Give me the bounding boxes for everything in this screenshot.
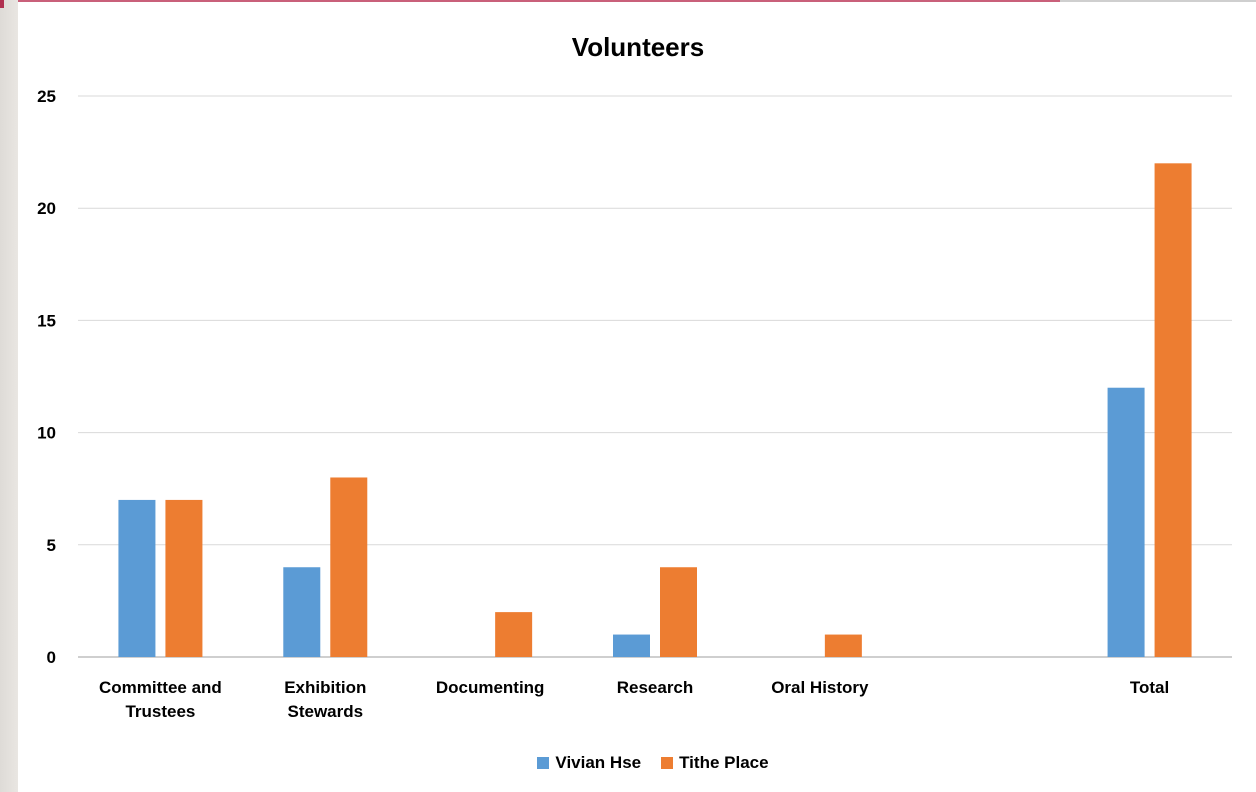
window-accent-mark xyxy=(0,0,4,8)
y-tick-label: 10 xyxy=(37,424,56,443)
x-tick-label: Trustees xyxy=(125,702,195,721)
bar-tithe-place-4 xyxy=(824,634,862,657)
bar-vivian-hse-1 xyxy=(283,567,321,657)
legend-label-vivian-hse: Vivian Hse xyxy=(555,753,642,772)
bar-vivian-hse-6 xyxy=(1107,387,1145,657)
x-tick-label: Research xyxy=(617,678,694,697)
legend-swatch-tithe-place xyxy=(661,757,674,769)
x-tick-label: Stewards xyxy=(287,702,363,721)
chart-title: Volunteers xyxy=(572,32,704,62)
x-tick-label: Exhibition xyxy=(284,678,366,697)
x-tick-label: Documenting xyxy=(436,678,545,697)
legend-item-vivian-hse: Vivian Hse xyxy=(537,753,641,773)
legend-item-tithe-place: Tithe Place xyxy=(661,753,769,773)
bar-vivian-hse-0 xyxy=(118,499,156,657)
bar-vivian-hse-3 xyxy=(613,634,650,657)
bars xyxy=(118,163,1192,657)
window-left-edge xyxy=(0,0,18,792)
window-top-border xyxy=(18,0,1060,2)
x-tick-label: Total xyxy=(1130,678,1169,697)
bar-tithe-place-0 xyxy=(165,499,203,657)
y-axis-ticks: 0 5 10 15 20 25 xyxy=(37,87,56,667)
window-top-border-right xyxy=(1060,0,1256,2)
legend-label-tithe-place: Tithe Place xyxy=(679,753,769,772)
x-axis-labels: Committee and Trustees Exhibition Stewards D… xyxy=(99,678,1169,721)
bar-tithe-place-3 xyxy=(660,567,697,657)
legend: Vivian Hse Tithe Place xyxy=(0,753,1256,773)
legend-swatch-vivian-hse xyxy=(537,757,550,769)
x-tick-label: Oral History xyxy=(771,678,869,697)
y-tick-label: 5 xyxy=(47,536,56,555)
gridlines xyxy=(78,95,1232,658)
y-tick-label: 20 xyxy=(37,199,56,218)
bar-tithe-place-2 xyxy=(495,612,533,657)
y-tick-label: 15 xyxy=(37,311,56,330)
bar-tithe-place-1 xyxy=(330,477,368,657)
y-tick-label: 25 xyxy=(37,87,56,106)
bar-tithe-place-6 xyxy=(1154,163,1192,657)
x-tick-label: Committee and xyxy=(99,678,222,697)
y-tick-label: 0 xyxy=(47,648,56,667)
